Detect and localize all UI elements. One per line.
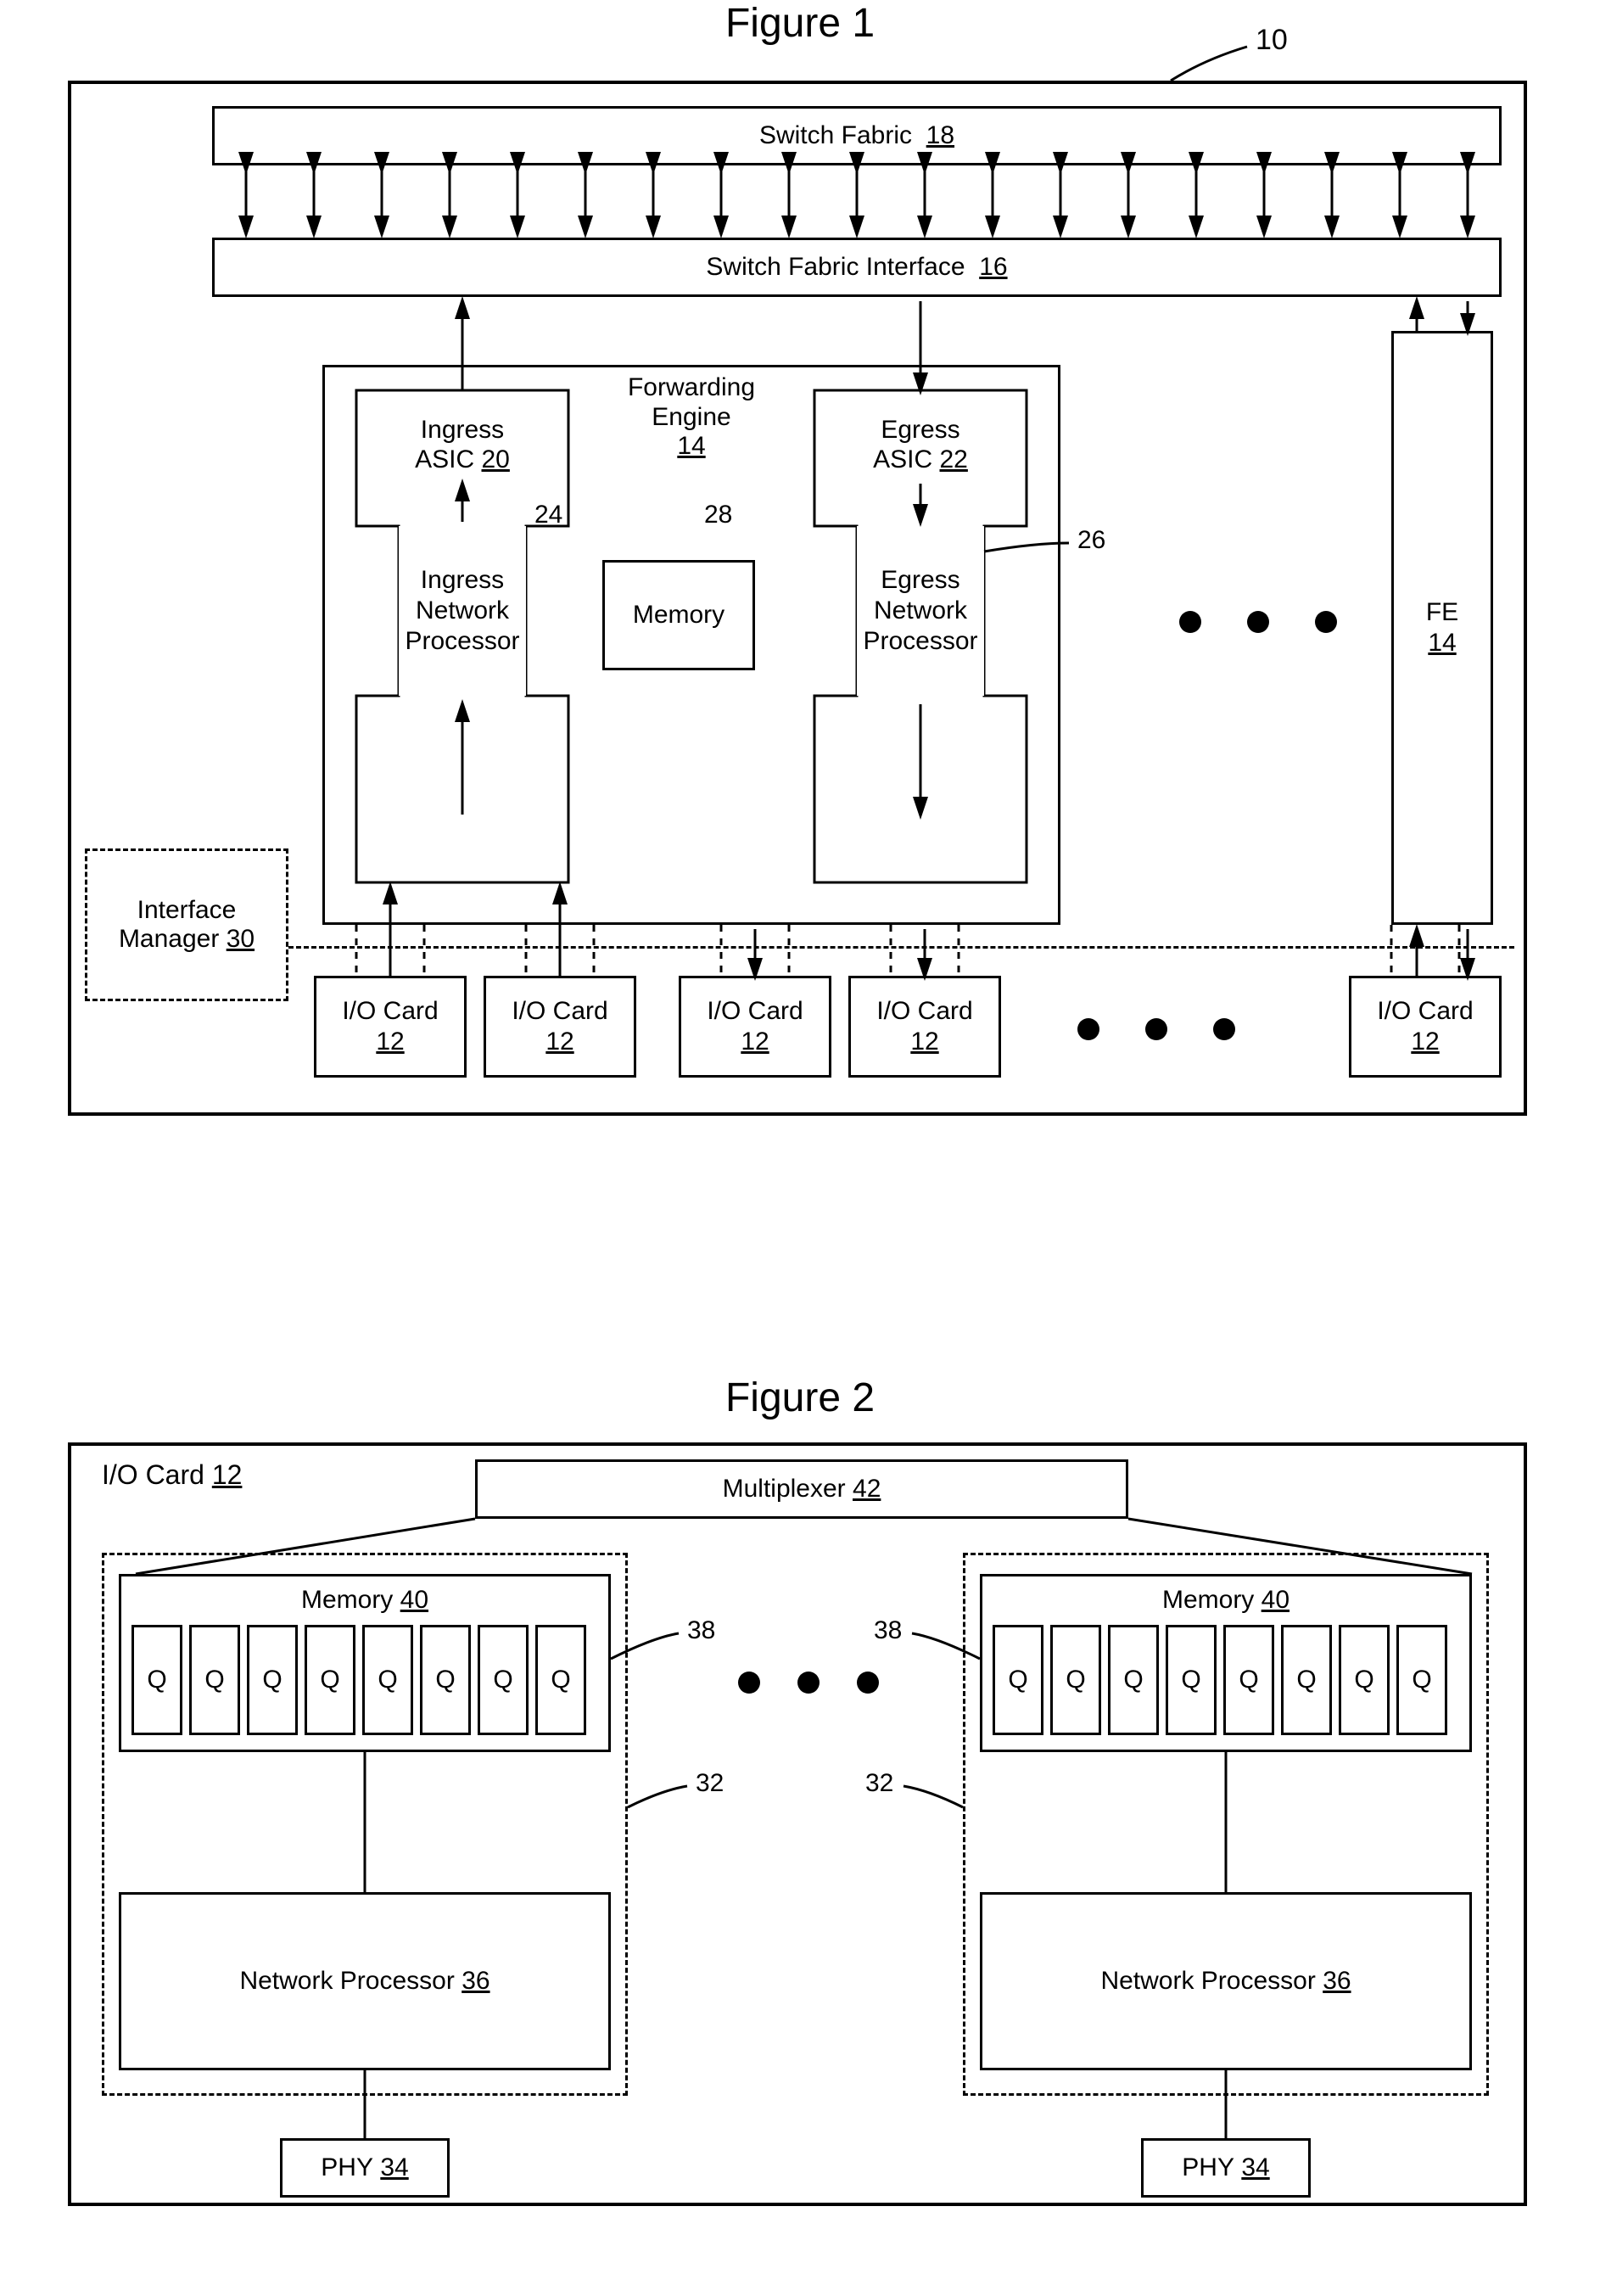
ellipsis-dot — [1315, 611, 1337, 633]
ellipsis-dot — [738, 1672, 760, 1694]
ref-32-right: 32 — [865, 1769, 893, 1799]
ellipsis-dot — [857, 1672, 879, 1694]
ref-38-right: 38 — [874, 1616, 902, 1646]
figure2-title: Figure 2 — [0, 1375, 1600, 1421]
switch-fabric-if-label: Switch Fabric Interface 16 — [706, 252, 1007, 283]
figure2-io-card-label: I/O Card 12 — [102, 1459, 242, 1491]
ellipsis-dot — [1145, 1018, 1167, 1040]
phy-left-box: PHY 34 — [280, 2138, 450, 2198]
q-box: Q — [1339, 1625, 1390, 1735]
ingress-np-box: Ingress Network Processor — [399, 526, 526, 696]
egress-np-label: Egress Network Processor — [863, 565, 977, 657]
switch-fabric-if-box: Switch Fabric Interface 16 — [212, 238, 1502, 297]
q-box: Q — [1050, 1625, 1101, 1735]
multiplexer-box: Multiplexer 42 — [475, 1459, 1128, 1519]
forwarding-engine-label: Forwarding Engine 14 — [594, 373, 789, 462]
q-box: Q — [362, 1625, 413, 1735]
memory-left-label: Memory 40 — [301, 1585, 428, 1616]
figure1-title: Figure 1 — [0, 0, 1600, 47]
ellipsis-dot — [1179, 611, 1201, 633]
egress-np-box: Egress Network Processor — [857, 526, 984, 696]
io-card: I/O Card12 — [679, 976, 831, 1078]
ellipsis-dot — [1213, 1018, 1235, 1040]
io-card: I/O Card12 — [314, 976, 467, 1078]
io-card: I/O Card12 — [484, 976, 636, 1078]
io-dashed-connector — [288, 946, 1514, 949]
q-box: Q — [305, 1625, 355, 1735]
q-box: Q — [1223, 1625, 1274, 1735]
q-box: Q — [1166, 1625, 1217, 1735]
ellipsis-dot — [797, 1672, 820, 1694]
q-box: Q — [189, 1625, 240, 1735]
interface-manager-box: Interface Manager 30 — [85, 848, 288, 1001]
memory-right-label: Memory 40 — [1162, 1585, 1290, 1616]
q-row-left: Q Q Q Q Q Q Q Q — [131, 1625, 586, 1735]
q-box: Q — [535, 1625, 586, 1735]
q-box: Q — [420, 1625, 471, 1735]
fe-side-box: FE 14 — [1391, 331, 1493, 925]
q-box: Q — [247, 1625, 298, 1735]
ingress-np-label: Ingress Network Processor — [405, 565, 519, 657]
q-box: Q — [478, 1625, 529, 1735]
np-right-box: Network Processor 36 — [980, 1892, 1472, 2070]
io-card: I/O Card12 — [848, 976, 1001, 1078]
memory-label: Memory — [633, 600, 724, 630]
ellipsis-dot — [1077, 1018, 1099, 1040]
ref-38-left: 38 — [687, 1616, 715, 1646]
q-box: Q — [131, 1625, 182, 1735]
interface-manager-label: Interface Manager 30 — [119, 896, 255, 955]
memory-box: Memory — [602, 560, 755, 670]
switch-fabric-box: Switch Fabric 18 — [212, 106, 1502, 165]
q-row-right: Q Q Q Q Q Q Q Q — [993, 1625, 1447, 1735]
io-card: I/O Card12 — [1349, 976, 1502, 1078]
q-box: Q — [993, 1625, 1043, 1735]
q-box: Q — [1108, 1625, 1159, 1735]
egress-asic-label: Egress ASIC 22 — [814, 416, 1027, 474]
ingress-asic-label: Ingress ASIC 20 — [356, 416, 568, 474]
phy-right-box: PHY 34 — [1141, 2138, 1311, 2198]
ref-26: 26 — [1077, 526, 1105, 556]
page: Figure 1 10 Switch Fabric 18 Switch Fabr… — [0, 0, 1600, 2296]
ref-10: 10 — [1256, 24, 1288, 57]
ref-24: 24 — [534, 501, 562, 530]
fe-side-label: FE 14 — [1426, 597, 1458, 658]
np-left-box: Network Processor 36 — [119, 1892, 611, 2070]
ellipsis-dot — [1247, 611, 1269, 633]
ref-28: 28 — [704, 501, 732, 530]
q-box: Q — [1396, 1625, 1447, 1735]
ref-32-left: 32 — [696, 1769, 724, 1799]
switch-fabric-label: Switch Fabric 18 — [759, 120, 954, 151]
q-box: Q — [1281, 1625, 1332, 1735]
